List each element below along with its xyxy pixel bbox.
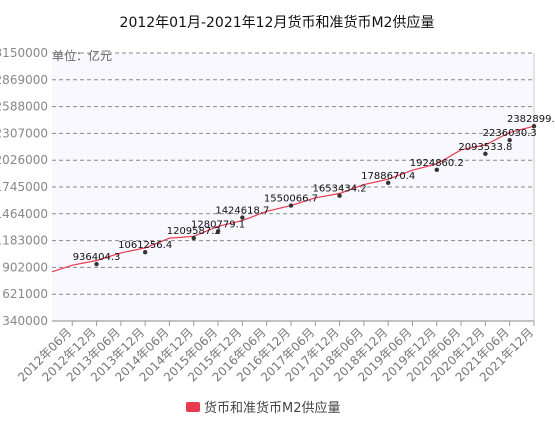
data-label: 1061256.4 [118, 240, 172, 251]
x-axis: 2012年06月2012年12月2013年06月2013年12月2014年06月… [15, 321, 536, 384]
grid-layer [52, 52, 535, 322]
data-point[interactable] [142, 250, 148, 255]
legend-swatch [186, 402, 200, 412]
data-point[interactable] [94, 261, 99, 267]
data-label: 2382899.6 [507, 114, 555, 125]
y-tick-label: 2307000 [0, 126, 48, 140]
data-label: 1209587.2 [167, 226, 221, 237]
y-tick-label: 340000 [2, 314, 48, 328]
data-point[interactable] [531, 123, 537, 129]
data-point[interactable] [288, 203, 294, 208]
y-tick-label: 1464000 [0, 207, 48, 221]
y-tick-label: 2869000 [0, 73, 48, 87]
data-point[interactable] [434, 167, 439, 173]
data-point[interactable] [191, 235, 196, 241]
data-label: 2093533.8 [458, 142, 512, 153]
data-label: 1924860.2 [410, 158, 464, 169]
legend-label[interactable]: 货币和准货币M2供应量 [204, 400, 341, 416]
data-point[interactable] [215, 229, 221, 234]
y-tick-label: 3150000 [0, 46, 48, 60]
data-point[interactable] [385, 180, 391, 186]
chart-title: 2012年01月-2021年12月货币和准货币M2供应量 [120, 14, 435, 31]
data-label: 1550066.7 [264, 194, 318, 205]
data-label: 1788670.4 [361, 171, 415, 182]
data-label: 1280779.1 [191, 219, 245, 230]
y-tick-label: 1183000 [0, 234, 48, 248]
y-tick-label: 2026000 [0, 153, 48, 167]
data-point[interactable] [337, 193, 342, 198]
data-label: 2236030.3 [483, 128, 537, 139]
data-point[interactable] [483, 151, 488, 156]
data-label: 1424618.7 [215, 206, 269, 217]
unit-label: 单位：亿元 [52, 48, 112, 63]
y-tick-label: 621000 [2, 287, 48, 301]
data-point[interactable] [240, 215, 245, 220]
y-tick-label: 2588000 [0, 100, 48, 114]
data-label: 936404.3 [73, 252, 121, 263]
legend[interactable]: 货币和准货币M2供应量 [186, 400, 341, 416]
y-tick-label: 1745000 [0, 180, 48, 194]
y-tick-label: 902000 [2, 260, 48, 274]
data-point[interactable] [507, 137, 512, 143]
y-axis: 3150000 2869000 2588000 2307000 2026000 17450… [0, 46, 48, 328]
data-label: 1653434.2 [313, 184, 367, 195]
